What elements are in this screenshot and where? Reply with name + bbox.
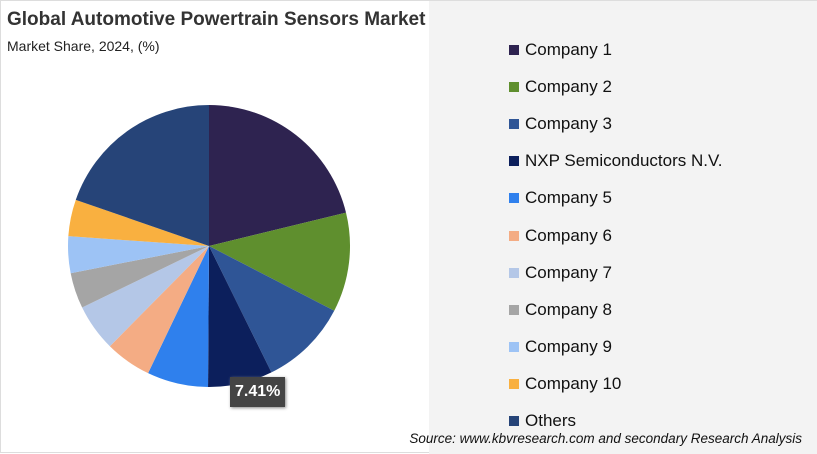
pie-chart <box>67 105 350 387</box>
pie-slice-company-6 <box>109 246 209 374</box>
legend-item: Company 5 <box>509 180 722 217</box>
legend-item: Company 9 <box>509 329 722 366</box>
legend-swatch <box>509 267 519 278</box>
pie-slice-company-10 <box>68 199 210 246</box>
legend-swatch <box>509 193 519 204</box>
legend-swatch <box>509 342 519 353</box>
legend-item: NXP Semiconductors N.V. <box>509 143 722 180</box>
legend-label: Company 3 <box>525 113 612 133</box>
legend: Company 1 Company 2 Company 3 NXP Semicondu… <box>509 31 722 440</box>
pie-slice-company-2 <box>209 212 350 311</box>
legend-item: Others <box>509 403 722 440</box>
pie-slice-company-9 <box>67 236 209 274</box>
source-note: Source: www.kbvresearch.com and secondar… <box>409 431 802 446</box>
pie-slice-company-7 <box>82 246 209 347</box>
legend-label: Company 2 <box>525 76 612 96</box>
legend-item: Company 6 <box>509 217 722 254</box>
legend-label: Company 7 <box>525 262 612 282</box>
legend-label: Company 10 <box>525 374 622 394</box>
legend-item: Company 3 <box>509 105 722 142</box>
legend-item: Company 10 <box>509 366 722 403</box>
chart-subtitle: Market Share, 2024, (%) <box>7 38 160 54</box>
pie-slice-others <box>75 105 210 246</box>
legend-item: Company 7 <box>509 254 722 291</box>
legend-swatch <box>509 81 519 92</box>
pie-slice-company-3 <box>209 246 335 373</box>
legend-swatch <box>509 304 519 315</box>
legend-label: Company 1 <box>525 39 612 59</box>
pie-slice-company-8 <box>70 246 210 308</box>
legend-label: NXP Semiconductors N.V. <box>525 151 723 171</box>
pie-slice-nxp-semiconductors-n-v- <box>208 246 272 387</box>
legend-item: Company 2 <box>509 68 722 105</box>
legend-label: Company 8 <box>525 299 612 319</box>
legend-swatch <box>509 44 519 55</box>
pie-slice-company-1 <box>209 105 347 246</box>
legend-swatch <box>509 118 519 129</box>
chart-title: Global Automotive Powertrain Sensors Mar… <box>7 9 426 30</box>
legend-item: Company 1 <box>509 31 722 68</box>
legend-label: Company 6 <box>525 225 612 245</box>
legend-swatch <box>509 156 519 167</box>
legend-item: Company 8 <box>509 291 722 328</box>
legend-label: Company 9 <box>525 337 612 357</box>
legend-swatch <box>509 230 519 241</box>
legend-label: Others <box>525 411 577 431</box>
legend-swatch <box>509 379 519 390</box>
data-label-nxp: 7.41% <box>230 377 286 407</box>
legend-swatch <box>509 416 519 427</box>
legend-panel <box>429 1 817 454</box>
legend-label: Company 5 <box>525 188 612 208</box>
pie-slice-company-5 <box>148 246 209 387</box>
